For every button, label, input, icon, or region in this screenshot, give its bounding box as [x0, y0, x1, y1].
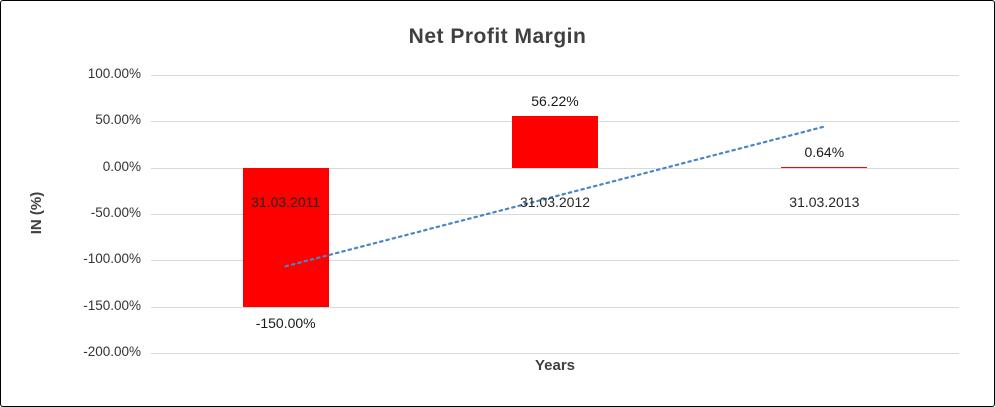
y-axis-tick-label: 50.00% — [95, 112, 141, 128]
bar — [512, 115, 598, 168]
gridline — [151, 353, 959, 354]
bar — [781, 167, 868, 169]
y-axis-tick-label: -50.00% — [90, 205, 141, 220]
gridline — [151, 306, 959, 308]
bar — [242, 167, 329, 307]
data-label: 56.22% — [531, 92, 579, 109]
y-axis-tick-label: -200.00% — [83, 344, 141, 359]
y-axis-tick-label: 100.00% — [87, 66, 141, 81]
y-axis-tick-label: 0.00% — [102, 158, 141, 174]
x-axis-title: Years — [534, 357, 576, 374]
category-label: 31.03.2011 — [251, 193, 321, 210]
y-axis-tick-label: -100.00% — [83, 251, 141, 267]
chart-title: Net Profit Margin — [408, 25, 587, 48]
category-label: 31.03.2013 — [789, 193, 860, 210]
category-label: 31.03.2012 — [519, 193, 591, 210]
data-label: 0.64% — [804, 144, 845, 161]
gridline — [151, 75, 959, 76]
y-axis-tick-label: -150.00% — [83, 297, 141, 313]
data-label: -150.00% — [255, 314, 316, 331]
